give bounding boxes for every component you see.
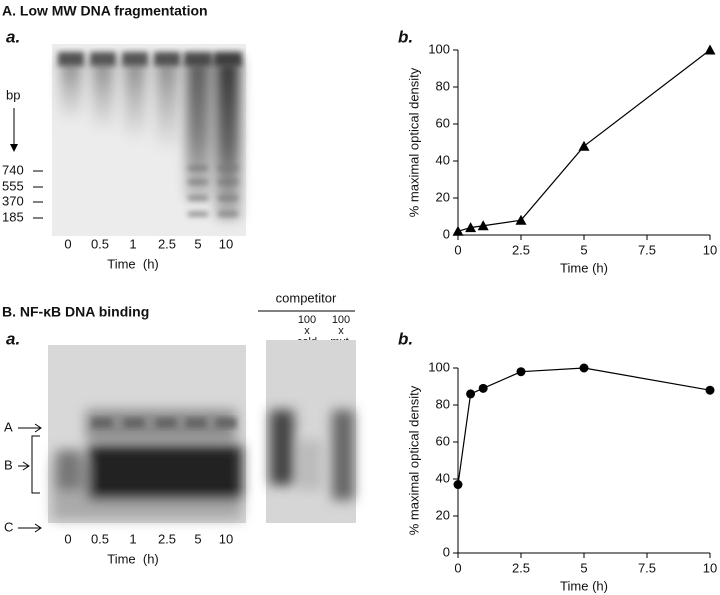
lane-label: 2.5	[158, 236, 176, 251]
time-label: Time (h)	[107, 551, 159, 566]
panel-title: B. NF-κB DNA binding	[2, 304, 149, 320]
lane-label: 0.5	[91, 531, 109, 546]
data-point	[515, 214, 527, 225]
y-tick-label: 40	[436, 152, 450, 167]
time-label: Time (h)	[107, 256, 159, 271]
x-axis-label: Time (h)	[560, 578, 608, 593]
lane-label: 5	[194, 236, 201, 251]
panel-title: A. Low MW DNA fragmentation	[2, 3, 208, 19]
y-axis-label: % maximal optical density	[406, 67, 421, 217]
ladder-label: 555	[2, 178, 24, 193]
competitor-label: competitor	[276, 290, 337, 305]
x-tick-label: 2.5	[512, 560, 530, 575]
x-tick-label: 10	[703, 560, 717, 575]
data-point	[466, 389, 476, 399]
competitor-lane: 100	[298, 314, 316, 326]
data-point	[478, 383, 488, 393]
y-tick-label: 60	[436, 433, 450, 448]
x-tick-label: 0	[454, 560, 461, 575]
y-tick-label: 0	[443, 544, 450, 559]
data-point	[453, 480, 463, 490]
y-tick-label: 20	[436, 507, 450, 522]
y-tick-label: 60	[436, 115, 450, 130]
lane-label: 5	[194, 531, 201, 546]
subpanel-label: b.	[398, 329, 413, 348]
competitor-lane: x	[304, 325, 310, 337]
y-tick-label: 80	[436, 78, 450, 93]
y-tick-label: 100	[428, 359, 450, 374]
x-axis-label: Time (h)	[560, 260, 608, 275]
ladder-label: 740	[2, 162, 24, 177]
arrow-head	[10, 144, 18, 152]
x-tick-label: 7.5	[638, 560, 656, 575]
y-tick-label: 40	[436, 470, 450, 485]
data-point	[465, 222, 477, 233]
competitor-lane: 100	[332, 314, 350, 326]
x-tick-label: 0	[454, 242, 461, 257]
y-tick-label: 80	[436, 396, 450, 411]
lane-label: 10	[219, 236, 233, 251]
band-label: A	[4, 419, 13, 434]
band-arrows	[18, 423, 42, 533]
data-line	[457, 367, 711, 485]
x-tick-label: 5	[580, 242, 587, 257]
lane-label: 0	[64, 236, 71, 251]
competitor-lane: x	[338, 325, 344, 337]
subpanel-label: a.	[6, 27, 20, 46]
data-point	[704, 44, 716, 55]
lane-label: 0.5	[91, 236, 109, 251]
data-point	[477, 220, 489, 231]
lane-label: 1	[129, 531, 136, 546]
x-tick-label: 10	[703, 242, 717, 257]
y-tick-label: 20	[436, 189, 450, 204]
data-line	[457, 49, 711, 232]
x-tick-label: 5	[580, 560, 587, 575]
data-point	[705, 385, 715, 395]
x-tick-label: 2.5	[512, 242, 530, 257]
bp-label: bp	[6, 87, 20, 102]
ladder-ticks	[33, 170, 43, 219]
lane-label: 0	[64, 531, 71, 546]
data-point	[579, 363, 589, 373]
subpanel-label: a.	[6, 329, 20, 348]
ladder-label: 185	[2, 209, 24, 224]
x-tick-label: 7.5	[638, 242, 656, 257]
lane-label: 1	[129, 236, 136, 251]
lane-label: 2.5	[158, 531, 176, 546]
y-tick-label: 100	[428, 41, 450, 56]
y-axis-label: % maximal optical density	[406, 385, 421, 535]
lane-label: 10	[219, 531, 233, 546]
band-label: B	[4, 457, 13, 472]
data-point	[452, 225, 464, 236]
subpanel-label: b.	[398, 27, 413, 46]
gel-b	[48, 340, 356, 523]
data-point	[578, 140, 590, 151]
band-label: C	[4, 519, 13, 534]
gel-a	[52, 44, 246, 236]
y-tick-label: 0	[443, 226, 450, 241]
ladder-label: 370	[2, 193, 24, 208]
data-point	[516, 367, 526, 377]
